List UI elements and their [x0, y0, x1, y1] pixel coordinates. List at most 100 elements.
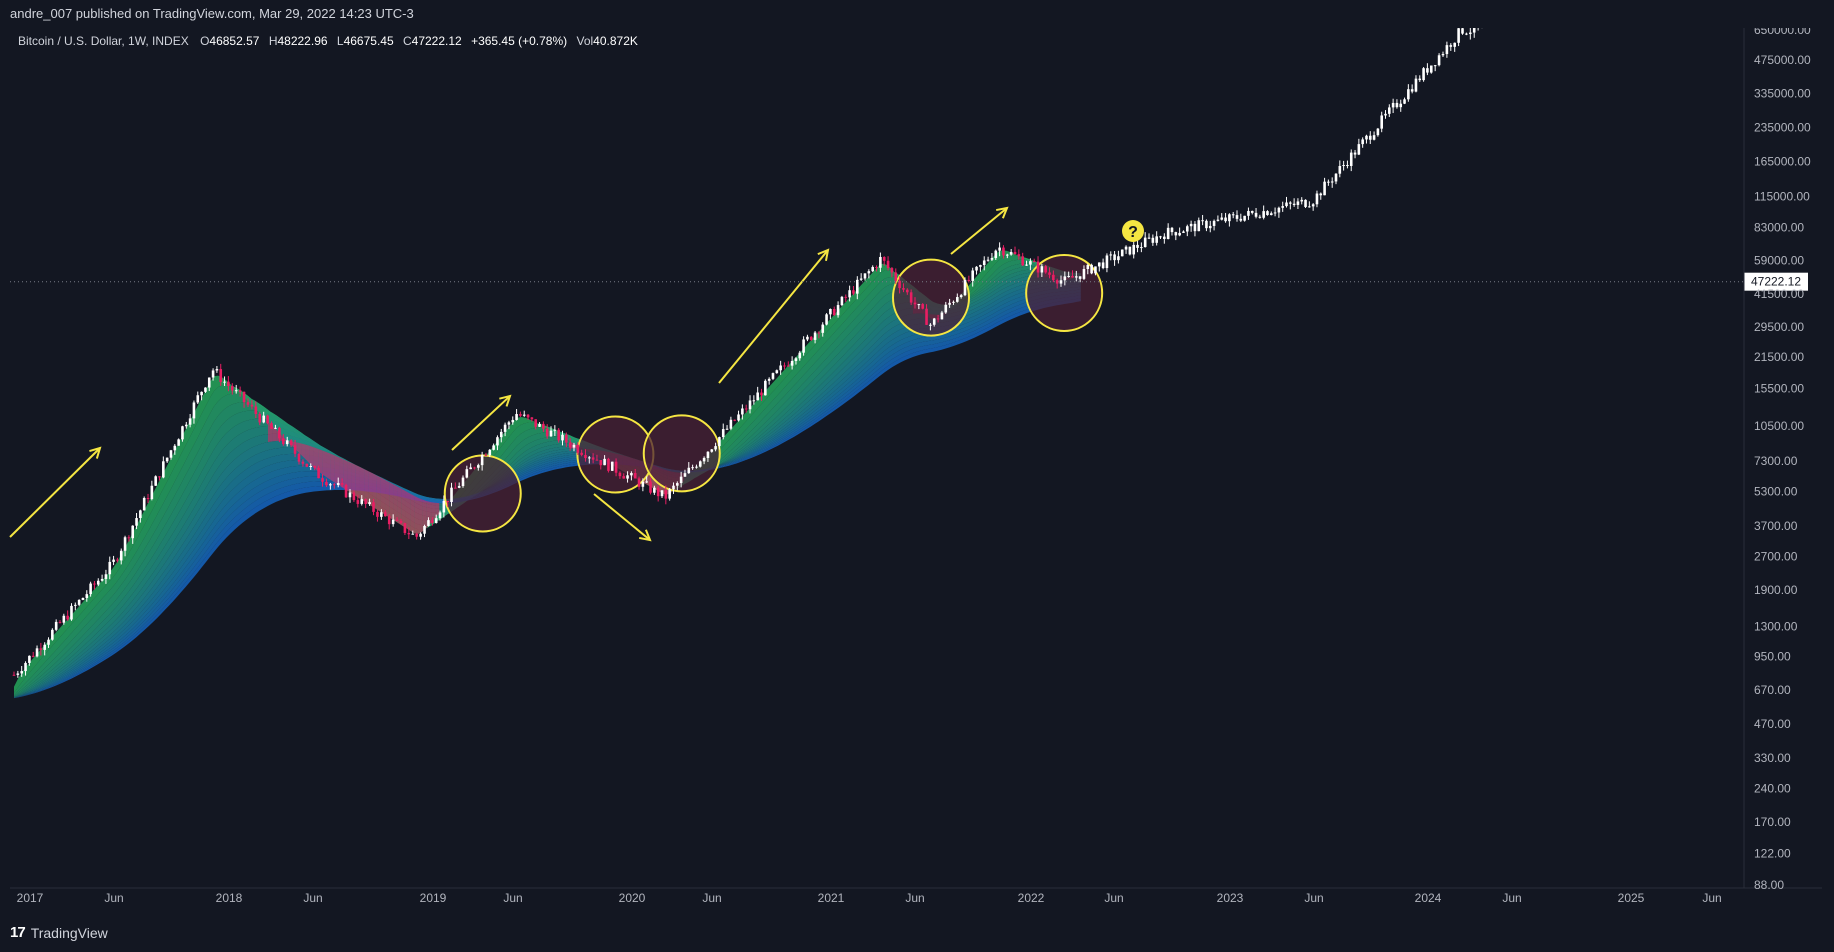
ohlc-change: +365.45 (+0.78%)	[471, 34, 567, 48]
candle-body	[1376, 128, 1380, 136]
x-tick-label: 2022	[1018, 891, 1045, 905]
candle-body	[158, 476, 161, 478]
candle-body	[488, 449, 492, 456]
last-price-badge	[1744, 272, 1808, 291]
candle-body	[1013, 251, 1017, 255]
candle-body	[545, 428, 549, 437]
candle-body	[423, 525, 426, 534]
candle-body	[844, 296, 848, 298]
publisher-text: andre_007 published on TradingView.com, …	[10, 6, 414, 21]
candle-body	[1174, 232, 1178, 236]
candle-body	[1262, 211, 1265, 218]
candle-body	[1361, 139, 1364, 145]
candle-body	[1334, 173, 1338, 182]
candle-body	[944, 304, 948, 313]
candle-body	[867, 271, 871, 274]
candle-body	[591, 457, 595, 460]
trend-arrows: ?	[9, 206, 1144, 542]
candle-body	[1224, 217, 1227, 222]
candle-body	[380, 512, 383, 517]
y-tick-label: 470.00	[1754, 717, 1791, 731]
trend-arrow	[950, 207, 1008, 255]
candle-body	[902, 288, 905, 290]
candle-body	[119, 550, 123, 561]
candle-body	[894, 272, 898, 281]
candle-body	[150, 485, 154, 500]
candle-body	[1021, 256, 1024, 266]
candle-body	[503, 424, 507, 432]
axes[interactable]: 650000.00475000.00335000.00235000.001650…	[10, 23, 1822, 905]
candle-body	[1285, 202, 1288, 207]
candle-body	[645, 481, 648, 483]
candle-body	[465, 469, 469, 478]
candle-body	[741, 408, 744, 415]
ribbon-bear-segment	[368, 471, 373, 507]
candle-body	[325, 481, 328, 486]
candle-body	[1086, 264, 1090, 269]
candle-body	[1113, 254, 1116, 261]
candle-body	[450, 487, 453, 502]
candle-body	[274, 427, 277, 429]
candle-body	[990, 258, 994, 260]
ribbon-bear-segment	[359, 467, 365, 502]
y-tick-label: 475000.00	[1754, 53, 1811, 67]
candle-body	[200, 391, 203, 396]
ribbon-band	[14, 281, 1081, 698]
candle-body	[1266, 211, 1269, 216]
candle-body	[614, 461, 618, 473]
candle-body	[93, 583, 96, 585]
candle-body	[1429, 65, 1433, 73]
candle-body	[756, 392, 759, 401]
candle-body	[798, 352, 802, 359]
candle-body	[181, 426, 184, 440]
candle-body	[806, 336, 809, 340]
candle-body	[1239, 218, 1243, 221]
candle-body	[725, 428, 729, 430]
candle-body	[1403, 99, 1406, 104]
candle-body	[683, 473, 687, 477]
candle-body	[368, 502, 371, 505]
candle-body	[254, 406, 258, 414]
candle-body	[875, 267, 878, 269]
candle-body	[446, 500, 449, 502]
candle-body	[108, 561, 112, 575]
candle-body	[607, 458, 610, 471]
candle-body	[1349, 152, 1353, 166]
candle-body	[391, 519, 395, 525]
candle-body	[656, 487, 660, 497]
candle-body	[679, 476, 683, 484]
candle-body	[568, 442, 572, 448]
candle-body	[553, 429, 557, 431]
candle-body	[348, 492, 352, 498]
candle-body	[1231, 214, 1235, 216]
candle-body	[219, 369, 223, 383]
candle-body	[1243, 215, 1246, 221]
candle-body	[281, 438, 285, 445]
ribbon-bear-segment	[297, 442, 302, 456]
tradingview-logo[interactable]: 17 TradingView	[10, 924, 108, 941]
candle-body	[1365, 135, 1368, 140]
candle-body	[1017, 254, 1021, 257]
candle-body	[794, 358, 798, 361]
candle-body	[932, 318, 936, 325]
candle-body	[1465, 33, 1468, 35]
candle-body	[633, 473, 637, 479]
candle-body	[971, 270, 974, 281]
candle-body	[637, 478, 641, 487]
ribbon-bear-segment	[376, 475, 381, 513]
candle-body	[301, 461, 305, 464]
candle-body	[162, 461, 165, 478]
candle-body	[1388, 107, 1391, 114]
candle-body	[909, 292, 913, 303]
candle-body	[1025, 264, 1028, 266]
candle-body	[461, 477, 465, 487]
candle-body	[890, 268, 894, 273]
x-tick-label: Jun	[1104, 891, 1123, 905]
candle-body	[211, 370, 215, 378]
candle-body	[24, 662, 27, 672]
candle-body	[744, 408, 748, 410]
candle-body	[1247, 210, 1250, 216]
candle-body	[587, 457, 591, 459]
candle-body	[321, 478, 324, 482]
